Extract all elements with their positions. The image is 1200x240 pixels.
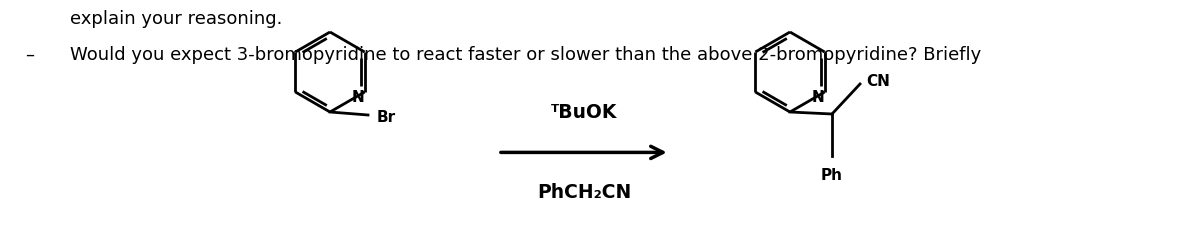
Text: N: N — [811, 90, 824, 106]
Text: PhCH₂CN: PhCH₂CN — [538, 182, 631, 202]
Text: Ph: Ph — [821, 168, 842, 183]
Text: Br: Br — [377, 109, 396, 125]
Text: –: – — [25, 46, 35, 64]
Text: Would you expect 3-bromopyridine to react faster or slower than the above 2-brom: Would you expect 3-bromopyridine to reac… — [70, 46, 980, 64]
Text: N: N — [352, 90, 364, 106]
Text: CN: CN — [866, 74, 890, 90]
Text: ᵀBuOK: ᵀBuOK — [551, 103, 618, 122]
Text: explain your reasoning.: explain your reasoning. — [70, 10, 282, 28]
